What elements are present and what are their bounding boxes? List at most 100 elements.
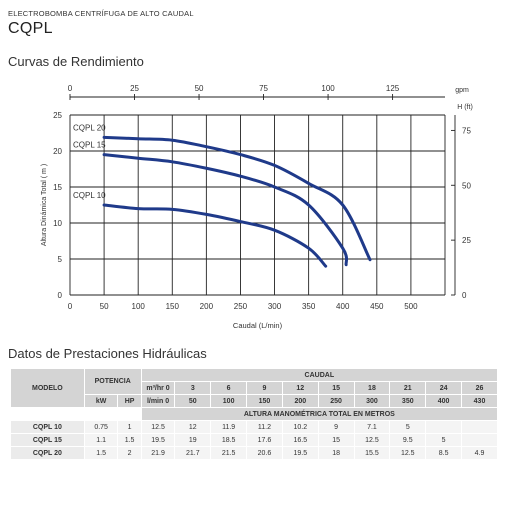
x-tick-label: 150 [166, 302, 180, 311]
x-top-tick-label: 100 [321, 84, 335, 93]
value-cell: 15.5 [353, 446, 391, 460]
series-label: CQPL 15 [73, 141, 106, 150]
value-cell: 4.9 [461, 446, 498, 460]
y-right-unit-label: H (ft) [457, 104, 473, 111]
value-cell: 9 [317, 420, 355, 434]
m3hr-cell: 24 [425, 381, 463, 395]
x-tick-label: 100 [132, 302, 146, 311]
product-subtitle: ELECTROBOMBA CENTRÍFUGA DE ALTO CAUDAL [8, 9, 194, 18]
x-tick-label: 500 [404, 302, 418, 311]
x-tick-label: 200 [200, 302, 214, 311]
lmin-cell: 400 [425, 394, 463, 408]
value-cell: 5 [389, 420, 427, 434]
series-line-cqpl-20 [102, 135, 372, 262]
value-cell: 19 [174, 433, 212, 447]
value-cell: 20.6 [246, 446, 283, 460]
kw-cell: 1.5 [83, 446, 119, 460]
value-cell: 19.5 [281, 446, 319, 460]
kw-cell: 1.1 [83, 433, 119, 447]
lmin-cell: 350 [389, 394, 427, 408]
m3hr-cell: 9 [246, 381, 283, 395]
header-m3hr: m³/hr 0 [140, 381, 176, 395]
x-top-tick-label: 75 [259, 84, 268, 93]
lmin-cell: 100 [210, 394, 248, 408]
y-right-tick-label: 25 [462, 236, 471, 245]
y-right-tick-label: 50 [462, 181, 471, 190]
value-cell: 12 [174, 420, 212, 434]
hp-cell: 2 [117, 446, 142, 460]
m3hr-cell: 3 [174, 381, 212, 395]
value-cell [461, 420, 498, 434]
value-cell: 7.1 [353, 420, 391, 434]
m3hr-cell: 15 [317, 381, 355, 395]
chart-labels: 0 50 100 150 200 250 300 350 400 450 5000510152025… [41, 84, 473, 330]
header-caudal: CAUDAL [140, 368, 499, 382]
x-tick-label: 50 [100, 302, 109, 311]
y-tick-label: 15 [53, 183, 62, 192]
m3hr-cell: 26 [461, 381, 498, 395]
table-row: CQPL 15 1.1 1.5 19.5 19 18.5 17.6 16.5 15 12.5 9.5… [10, 433, 498, 447]
table-row: CQPL 20 1.5 2 21.9 21.7 21.5 20.6 19.5 18 15.5 12.… [10, 446, 498, 460]
kw-cell: 0.75 [83, 420, 119, 434]
header-kw: kW [83, 394, 119, 408]
model-cell: CQPL 10 [10, 420, 85, 434]
lmin-cell: 150 [246, 394, 283, 408]
x-tick-label: 0 [68, 302, 73, 311]
value-cell: 8.5 [425, 446, 463, 460]
m3hr-cell: 21 [389, 381, 427, 395]
x-top-tick-label: 50 [195, 84, 204, 93]
hp-cell: 1 [117, 420, 142, 434]
model-cell: CQPL 20 [10, 446, 85, 460]
x-tick-label: 250 [234, 302, 248, 311]
lmin-cell: 300 [353, 394, 391, 408]
x-top-tick-label: 125 [386, 84, 400, 93]
x-tick-label: 300 [268, 302, 282, 311]
series-line-cqpl-15 [102, 153, 349, 267]
value-cell [425, 420, 463, 434]
y-right-tick-label: 75 [462, 126, 471, 135]
value-cell: 12.5 [140, 420, 176, 434]
hp-cell: 1.5 [117, 433, 142, 447]
product-title: CQPL [8, 20, 53, 37]
x-axis-label: Caudal (L/min) [233, 321, 283, 330]
header-modelo: MODELO [10, 368, 85, 408]
m3hr-cell: 18 [353, 381, 391, 395]
y-tick-label: 20 [53, 147, 62, 156]
table-section-title: Datos de Prestaciones Hidráulicas [8, 346, 207, 361]
series-label: CQPL 10 [73, 191, 106, 200]
x-top-unit-label: gpm [455, 87, 469, 94]
y-axis-label: Altura Dinámica Total ( m ) [41, 164, 48, 246]
x-top-tick-label: 0 [68, 84, 73, 93]
y-tick-label: 10 [53, 219, 62, 228]
header-potencia: POTENCIA [83, 368, 142, 395]
value-cell: 21.5 [210, 446, 248, 460]
value-cell: 9.5 [389, 433, 427, 447]
y-tick-label: 0 [58, 291, 63, 300]
value-cell: 21.9 [140, 446, 176, 460]
value-cell: 11.2 [246, 420, 283, 434]
header-hp: HP [117, 394, 142, 408]
model-cell: CQPL 15 [10, 433, 85, 447]
performance-table: MODELO POTENCIA CAUDAL m³/hr 0 3 6 9 12 … [10, 368, 499, 460]
x-tick-label: 400 [336, 302, 350, 311]
curves-section-title: Curvas de Rendimiento [8, 54, 144, 69]
header-altura: ALTURA MANOMÉTRICA TOTAL EN METROS [140, 407, 499, 421]
y-right-tick-label: 0 [462, 291, 467, 300]
value-cell: 16.5 [281, 433, 319, 447]
value-cell: 12.5 [389, 446, 427, 460]
value-cell: 21.7 [174, 446, 212, 460]
value-cell: 18 [317, 446, 355, 460]
y-tick-label: 25 [53, 111, 62, 120]
table-row: CQPL 10 0.75 1 12.5 12 11.9 11.2 10.2 9 7.1 5 [10, 420, 498, 434]
value-cell: 17.6 [246, 433, 283, 447]
lmin-cell: 200 [281, 394, 319, 408]
value-cell: 19.5 [140, 433, 176, 447]
table-body: CQPL 10 0.75 1 12.5 12 11.9 11.2 10.2 9 7.1 5 CQPL … [10, 420, 498, 460]
y-tick-label: 5 [58, 255, 63, 264]
x-top-tick-label: 25 [130, 84, 139, 93]
m3hr-cell: 12 [281, 381, 319, 395]
chart-grid [69, 94, 456, 296]
lmin-cell: 50 [174, 394, 212, 408]
value-cell: 11.9 [210, 420, 248, 434]
lmin-cell: 430 [461, 394, 498, 408]
